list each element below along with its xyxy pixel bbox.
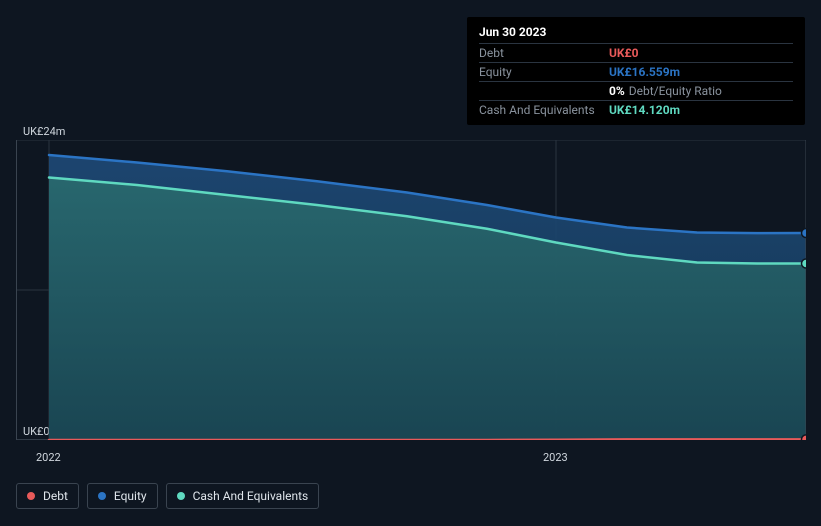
legend-item-label: Equity [114, 489, 147, 503]
chart-tooltip: Jun 30 2023 DebtUK£0EquityUK£16.559m0%De… [467, 17, 805, 125]
legend-dot-icon [177, 492, 185, 500]
tooltip-row: Cash And EquivalentsUK£14.120m [479, 100, 793, 119]
legend-item[interactable]: Cash And Equivalents [166, 483, 320, 509]
tooltip-row-label: Cash And Equivalents [479, 103, 609, 117]
tooltip-row-label: Debt [479, 46, 609, 60]
tooltip-row-value: UK£0 [609, 46, 639, 60]
debt-equity-chart: Jun 30 2023 DebtUK£0EquityUK£16.559m0%De… [0, 0, 821, 526]
chart-svg [17, 140, 806, 440]
tooltip-row-label: Equity [479, 65, 609, 79]
x-axis-label: 2023 [543, 451, 568, 464]
tooltip-row: DebtUK£0 [479, 43, 793, 62]
tooltip-row: 0% Debt/Equity Ratio [479, 81, 793, 100]
tooltip-row-value: UK£16.559m [609, 65, 680, 79]
x-axis-label: 2022 [36, 451, 61, 464]
y-axis-max-label: UK£24m [23, 125, 65, 138]
tooltip-row-value: 0% [609, 84, 625, 98]
legend-item[interactable]: Debt [16, 483, 79, 509]
legend-dot-icon [27, 492, 35, 500]
legend-item-label: Cash And Equivalents [193, 489, 309, 503]
plot-area[interactable] [16, 140, 805, 440]
tooltip-title: Jun 30 2023 [479, 25, 793, 43]
legend-dot-icon [98, 492, 106, 500]
legend: Debt Equity Cash And Equivalents [16, 483, 319, 509]
tooltip-row-extra: Debt/Equity Ratio [629, 84, 722, 98]
legend-item[interactable]: Equity [87, 483, 158, 509]
tooltip-row: EquityUK£16.559m [479, 62, 793, 81]
legend-item-label: Debt [43, 489, 68, 503]
tooltip-row-value: UK£14.120m [609, 103, 680, 117]
